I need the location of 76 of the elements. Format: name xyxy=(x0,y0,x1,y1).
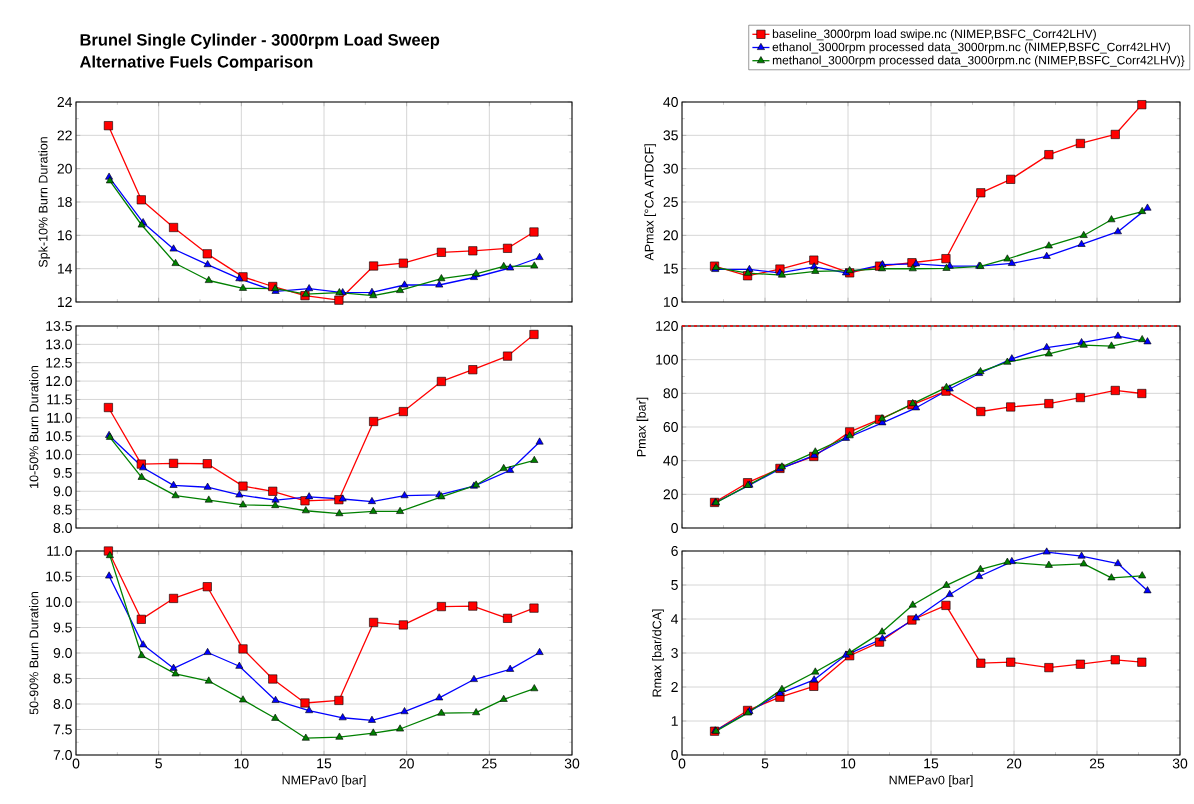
y-axis-title: Pmax [bar] xyxy=(636,397,649,457)
y-tick-label: 9.5 xyxy=(53,467,72,478)
y-tick-label: 1 xyxy=(671,716,678,726)
y-tick-label: 35 xyxy=(663,130,678,141)
y-tick-label: 11.5 xyxy=(47,394,72,405)
chart-subtitle: Alternative Fuels Comparison xyxy=(79,55,313,71)
y-tick-label: 7.5 xyxy=(53,724,72,735)
x-tick-label: 5 xyxy=(155,758,162,769)
x-tick-label: 30 xyxy=(564,758,580,769)
x-tick-label: 25 xyxy=(1089,758,1105,769)
y-tick-label: 5 xyxy=(671,580,678,590)
y-tick-label: 18 xyxy=(57,197,72,207)
y-tick-label: 10.5 xyxy=(46,431,72,442)
legend-label: baseline_3000rpm load swipe.nc (NIMEP,BSFC_Corr42LHV) xyxy=(772,29,1096,41)
y-tick-label: 30 xyxy=(663,163,678,174)
y-tick-label: 11.0 xyxy=(47,546,72,556)
x-tick-label: 20 xyxy=(1006,758,1022,769)
x-tick-label: 10 xyxy=(841,758,856,769)
y-tick-label: 9.5 xyxy=(53,622,72,633)
y-tick-label: 22 xyxy=(57,130,72,141)
chart-title: Brunel Single Cylinder - 3000rpm Load Sweep xyxy=(80,33,440,49)
x-tick-label: 10 xyxy=(234,758,249,769)
x-tick-label: 15 xyxy=(924,758,939,769)
x-tick-label: 0 xyxy=(678,758,686,769)
y-tick-label: 13.0 xyxy=(46,339,72,350)
y-tick-label: 24 xyxy=(57,97,73,107)
y-tick-label: 60 xyxy=(663,422,678,432)
y-tick-label: 2 xyxy=(671,682,678,692)
y-tick-label: 15 xyxy=(663,263,678,274)
y-tick-label: 10.0 xyxy=(46,449,72,460)
y-tick-label: 40 xyxy=(663,455,678,466)
y-tick-label: 7.0 xyxy=(53,750,72,760)
y-tick-label: 0 xyxy=(671,750,678,760)
y-tick-label: 80 xyxy=(663,388,678,399)
y-tick-label: 120 xyxy=(656,321,678,331)
x-axis-title: NMEPav0 [bar] xyxy=(282,775,366,787)
y-tick-label: 8.0 xyxy=(53,523,72,533)
y-tick-label: 4 xyxy=(671,614,679,624)
y-tick-label: 9.0 xyxy=(53,486,72,497)
y-tick-label: 10 xyxy=(663,297,678,307)
y-tick-label: 8.5 xyxy=(53,504,72,515)
y-tick-label: 14 xyxy=(57,263,73,274)
y-tick-label: 8.5 xyxy=(53,673,72,684)
y-tick-label: 10.5 xyxy=(46,571,72,582)
x-tick-label: 25 xyxy=(482,758,497,769)
x-tick-label: 15 xyxy=(317,758,332,769)
x-tick-label: 5 xyxy=(761,758,769,769)
y-tick-label: 12.5 xyxy=(46,357,72,368)
y-tick-label: 6 xyxy=(671,546,678,556)
legend-label: methanol_3000rpm processed data_3000rpm.nc (NIMEP,BSFC_Corr42LHV)} xyxy=(772,55,1185,67)
y-tick-label: 25 xyxy=(663,197,678,207)
y-tick-label: 12.0 xyxy=(46,376,72,387)
y-tick-label: 10.0 xyxy=(46,597,72,607)
y-tick-label: 13.5 xyxy=(46,321,72,331)
y-tick-label: 100 xyxy=(656,354,678,365)
y-tick-label: 9.0 xyxy=(53,648,72,658)
y-tick-label: 20 xyxy=(663,489,678,500)
y-tick-label: 11.0 xyxy=(47,412,72,423)
y-tick-label: 16 xyxy=(57,230,72,241)
x-tick-label: 20 xyxy=(399,758,414,769)
y-tick-label: 20 xyxy=(57,163,72,174)
y-axis-title: Spk-10% Burn Duration xyxy=(38,137,51,268)
y-axis-title: 50-90% Burn Duration xyxy=(29,592,39,715)
x-axis-title: NMEPav0 [bar] xyxy=(889,775,973,787)
y-tick-label: 3 xyxy=(671,648,678,658)
y-axis-title: Rmax [bar/dCA] xyxy=(652,609,664,697)
y-axis-title: 10-50% Burn Duration xyxy=(29,366,39,488)
y-tick-label: 0 xyxy=(671,523,678,533)
x-tick-label: 0 xyxy=(72,758,80,769)
y-tick-label: 12 xyxy=(57,297,72,307)
x-tick-label: 30 xyxy=(1172,758,1188,769)
y-axis-title: APmax [°CA ATDCF] xyxy=(644,144,657,261)
legend-label: ethanol_3000rpm processed data_3000rpm.nc (NIMEP,BSFC_Corr42LHV) xyxy=(772,42,1170,54)
y-tick-label: 20 xyxy=(663,230,678,241)
y-tick-label: 8.0 xyxy=(53,699,72,709)
y-tick-label: 40 xyxy=(663,97,678,107)
